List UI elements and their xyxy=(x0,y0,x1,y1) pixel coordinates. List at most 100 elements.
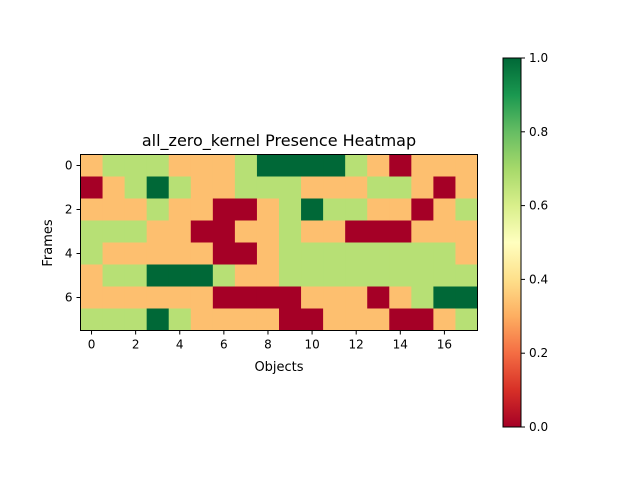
x-tick-label: 12 xyxy=(349,338,364,352)
heatmap-cell xyxy=(345,308,368,331)
chart-title: all_zero_kernel Presence Heatmap xyxy=(142,131,416,151)
heatmap-cell xyxy=(389,198,412,221)
heatmap-cell xyxy=(168,198,192,221)
heatmap-cell xyxy=(389,242,412,265)
heatmap-cell xyxy=(234,308,258,331)
heatmap-cell xyxy=(389,308,412,331)
heatmap-cell xyxy=(168,264,192,287)
heatmap-cell xyxy=(301,198,324,221)
heatmap-cell xyxy=(146,308,170,331)
heatmap-cell xyxy=(455,264,478,287)
heatmap-cell xyxy=(455,242,478,265)
x-axis-ticks: 0 2 4 6 8 10 12 14 16 xyxy=(88,330,452,352)
heatmap-cell xyxy=(411,308,434,331)
heatmap-cell xyxy=(433,264,456,287)
heatmap-cell xyxy=(212,286,236,309)
heatmap-cell xyxy=(323,198,346,221)
heatmap-cell xyxy=(367,242,390,265)
x-tick-label: 4 xyxy=(176,338,184,352)
heatmap-cell xyxy=(279,154,302,177)
heatmap-cell xyxy=(279,242,302,265)
heatmap-cell xyxy=(80,286,104,309)
heatmap-cell xyxy=(256,264,280,287)
heatmap-cell xyxy=(389,176,412,199)
heatmap-cell xyxy=(323,308,346,331)
heatmap-cell xyxy=(455,220,478,243)
heatmap-cell xyxy=(190,264,214,287)
plot-frame xyxy=(80,154,478,331)
heatmap-cell xyxy=(146,154,170,177)
x-tick-label: 2 xyxy=(132,338,140,352)
heatmap-cell xyxy=(212,198,236,221)
heatmap-cell xyxy=(345,176,368,199)
colorbar xyxy=(502,57,522,428)
heatmap-cell xyxy=(168,308,192,331)
heatmap-cell xyxy=(256,176,280,199)
heatmap-cell xyxy=(256,242,280,265)
heatmap-cell xyxy=(168,286,192,309)
heatmap-cell xyxy=(411,176,434,199)
colorbar-tick-label: 0.4 xyxy=(529,272,548,286)
heatmap-cell xyxy=(168,220,192,243)
heatmap-cell xyxy=(411,198,434,221)
heatmap-cell xyxy=(323,286,346,309)
heatmap-cell xyxy=(190,154,214,177)
heatmap-cell xyxy=(411,242,434,265)
heatmap-cell xyxy=(301,176,324,199)
y-axis-label: Frames xyxy=(41,219,56,267)
heatmap-cell xyxy=(455,198,478,221)
heatmap-cell xyxy=(190,242,214,265)
heatmap-cell xyxy=(102,220,126,243)
heatmap-cell xyxy=(279,198,302,221)
heatmap-cell xyxy=(279,286,302,309)
heatmap-cell xyxy=(234,198,258,221)
x-tick-label: 8 xyxy=(264,338,272,352)
heatmap-cell xyxy=(190,308,214,331)
heatmap-cell xyxy=(234,264,258,287)
colorbar-tick-label: 0.0 xyxy=(529,420,548,434)
heatmap-cell xyxy=(124,264,148,287)
heatmap-cell xyxy=(345,242,368,265)
heatmap-cell xyxy=(212,154,236,177)
y-tick-label: 6 xyxy=(65,291,73,305)
heatmap-cell xyxy=(323,154,346,177)
heatmap-cell xyxy=(345,198,368,221)
heatmap-cell xyxy=(279,176,302,199)
heatmap-cell xyxy=(124,286,148,309)
x-tick-label: 0 xyxy=(88,338,96,352)
heatmap-cell xyxy=(367,286,390,309)
heatmap-cell xyxy=(301,308,324,331)
heatmap-cell xyxy=(102,176,126,199)
heatmap-cell xyxy=(102,198,126,221)
heatmap-cell xyxy=(146,198,170,221)
x-axis-label: Objects xyxy=(254,360,303,375)
heatmap-cell xyxy=(367,264,390,287)
heatmap-cell xyxy=(234,176,258,199)
heatmap-cell xyxy=(80,176,104,199)
heatmap-cell xyxy=(80,308,104,331)
heatmap-cell xyxy=(389,286,412,309)
heatmap-cell xyxy=(433,308,456,331)
heatmap-cell xyxy=(433,176,456,199)
y-tick-label: 4 xyxy=(65,247,73,261)
heatmap-cell xyxy=(367,308,390,331)
heatmap-cell xyxy=(80,264,104,287)
heatmap-cell xyxy=(234,154,258,177)
colorbar-tick-label: 1.0 xyxy=(529,51,548,65)
heatmap-cell xyxy=(146,176,170,199)
heatmap-cell xyxy=(124,198,148,221)
heatmap-cell xyxy=(256,198,280,221)
heatmap-cell xyxy=(301,154,324,177)
heatmap-cell xyxy=(455,176,478,199)
heatmap-cell xyxy=(168,242,192,265)
heatmap-cell xyxy=(146,264,170,287)
heatmap-cell xyxy=(411,154,434,177)
heatmap-cell xyxy=(433,220,456,243)
heatmap-cell xyxy=(279,308,302,331)
heatmap-cell xyxy=(212,264,236,287)
heatmap-cell xyxy=(102,242,126,265)
heatmap-cell xyxy=(345,154,368,177)
heatmap-cell xyxy=(256,308,280,331)
heatmap-cell xyxy=(212,308,236,331)
heatmap-cell xyxy=(256,286,280,309)
